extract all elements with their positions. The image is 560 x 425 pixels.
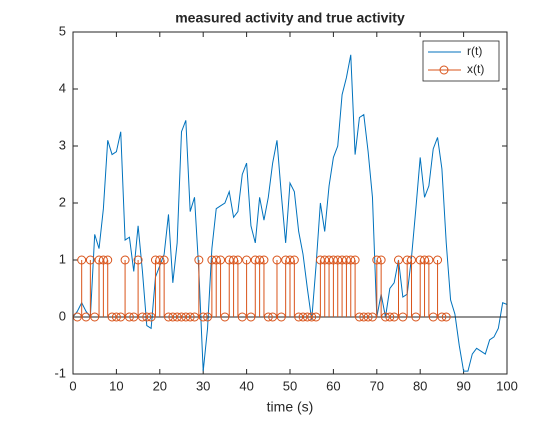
- x-tick-label: 60: [326, 378, 340, 393]
- legend-marker: [439, 65, 449, 75]
- y-tick-label: 5: [59, 23, 66, 38]
- legend-label: r(t): [467, 44, 482, 58]
- y-tick-label: 4: [59, 80, 66, 95]
- stem-marker: [198, 312, 208, 322]
- stem-marker: [168, 312, 178, 322]
- y-tick-label: 2: [59, 194, 66, 209]
- stem-marker: [181, 312, 191, 322]
- stem-marker: [380, 312, 390, 322]
- stem-marker: [354, 312, 364, 322]
- stem-marker: [111, 312, 121, 322]
- stem-marker: [194, 255, 204, 265]
- stem-marker: [289, 255, 299, 265]
- x-tick-label: 40: [239, 378, 253, 393]
- stem-marker: [294, 312, 304, 322]
- legend-box: [422, 40, 500, 82]
- stem-marker: [133, 255, 143, 265]
- stem-marker: [433, 255, 443, 265]
- stem-marker: [298, 312, 308, 322]
- data-line: [72, 54, 508, 372]
- y-tick-label: 0: [59, 308, 66, 323]
- stem-marker: [103, 255, 113, 265]
- stem-marker: [77, 255, 87, 265]
- x-tick-label: 0: [69, 378, 76, 393]
- stem-marker: [124, 312, 134, 322]
- chart-title: measured activity and true activity: [175, 10, 405, 26]
- stem-marker: [394, 255, 403, 265]
- x-tick-label: 30: [196, 378, 210, 393]
- stem-marker: [376, 255, 386, 265]
- stem-marker: [242, 255, 252, 265]
- x-tick-label: 70: [370, 378, 384, 393]
- x-tick-label: 80: [413, 378, 427, 393]
- stem-marker: [385, 312, 395, 322]
- stem-marker: [185, 312, 195, 322]
- stem-marker: [85, 255, 95, 265]
- x-tick-label: 100: [496, 378, 518, 393]
- stem-marker: [163, 312, 173, 322]
- stem-marker: [437, 312, 447, 322]
- stem-marker: [363, 312, 373, 322]
- y-tick-label: 1: [59, 251, 66, 266]
- stem-marker: [107, 312, 117, 322]
- stem-marker: [216, 255, 226, 265]
- x-tick-label: 20: [153, 378, 167, 393]
- x-axis-label: time (s): [267, 399, 314, 415]
- stem-marker: [424, 255, 434, 265]
- stem-marker: [302, 312, 312, 322]
- stem-marker: [307, 312, 317, 322]
- axes-box: [72, 31, 508, 375]
- stem-marker: [259, 255, 269, 265]
- stem-marker: [159, 255, 169, 265]
- x-tick-label: 50: [283, 378, 297, 393]
- stem-marker: [263, 312, 273, 322]
- x-tick-label: 10: [109, 378, 123, 393]
- stem-marker: [441, 312, 451, 322]
- stem-marker: [272, 255, 282, 265]
- stem-marker: [172, 312, 182, 322]
- stem-marker: [120, 255, 130, 265]
- stem-marker: [177, 312, 186, 322]
- y-tick-label: -1: [54, 365, 66, 380]
- stem-marker: [350, 255, 360, 265]
- stem-marker: [137, 312, 147, 322]
- stem-marker: [142, 312, 152, 322]
- stem-marker: [407, 255, 417, 265]
- x-tick-label: 90: [456, 378, 470, 393]
- stem-marker: [359, 312, 369, 322]
- legend-label: x(t): [467, 62, 484, 76]
- stem-marker: [233, 255, 243, 265]
- y-tick-label: 3: [59, 137, 66, 152]
